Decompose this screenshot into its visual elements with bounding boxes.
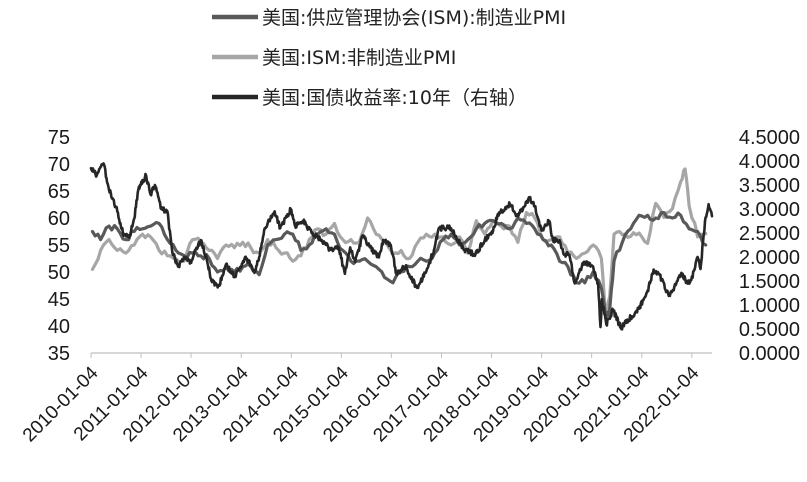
y-right-tick-label: 0.0000 (739, 343, 800, 365)
y-right-tick-label: 0.5000 (739, 319, 800, 341)
y-right-tick-label: 2.5000 (739, 223, 800, 245)
y-left-tick-label: 45 (48, 289, 70, 311)
series-line (90, 211, 708, 320)
y-left-tick-label: 60 (48, 208, 70, 230)
legend: 美国:供应管理协会(ISM):制造业PMI 美国:ISM:非制造业PMI 美国:… (212, 7, 566, 109)
y-right-tick-label: 4.5000 (739, 127, 800, 149)
y-left-tick-label: 55 (48, 235, 70, 257)
y-left-tick-label: 50 (48, 262, 70, 284)
y-right-tick-label: 3.0000 (739, 199, 800, 221)
legend-label: 美国:国债收益率:10年（右轴） (262, 87, 527, 109)
y-right-tick-label: 1.5000 (739, 271, 800, 293)
series-line (89, 162, 714, 331)
y-right-tick-label: 4.0000 (739, 151, 800, 173)
y-right-tick-label: 1.0000 (739, 295, 800, 317)
legend-item: 美国:ISM:非制造业PMI (212, 47, 456, 69)
y-left-tick-label: 70 (48, 154, 70, 176)
legend-label: 美国:ISM:非制造业PMI (262, 47, 456, 69)
y-left-tick-label: 65 (48, 181, 70, 203)
y-right-tick-label: 2.0000 (739, 247, 800, 269)
y-right-tick-label: 3.5000 (739, 175, 800, 197)
legend-item: 美国:供应管理协会(ISM):制造业PMI (212, 7, 566, 29)
series-line (90, 167, 708, 318)
y-left-tick-label: 40 (48, 316, 70, 338)
legend-item: 美国:国债收益率:10年（右轴） (212, 87, 527, 109)
legend-label: 美国:供应管理协会(ISM):制造业PMI (262, 7, 566, 29)
series-layer (89, 162, 714, 331)
y-left-tick-label: 75 (48, 127, 70, 149)
y-left-tick-label: 35 (48, 343, 70, 365)
